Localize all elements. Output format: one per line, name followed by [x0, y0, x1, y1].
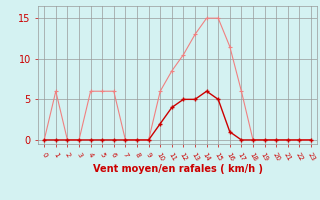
X-axis label: Vent moyen/en rafales ( km/h ): Vent moyen/en rafales ( km/h )	[92, 164, 263, 174]
